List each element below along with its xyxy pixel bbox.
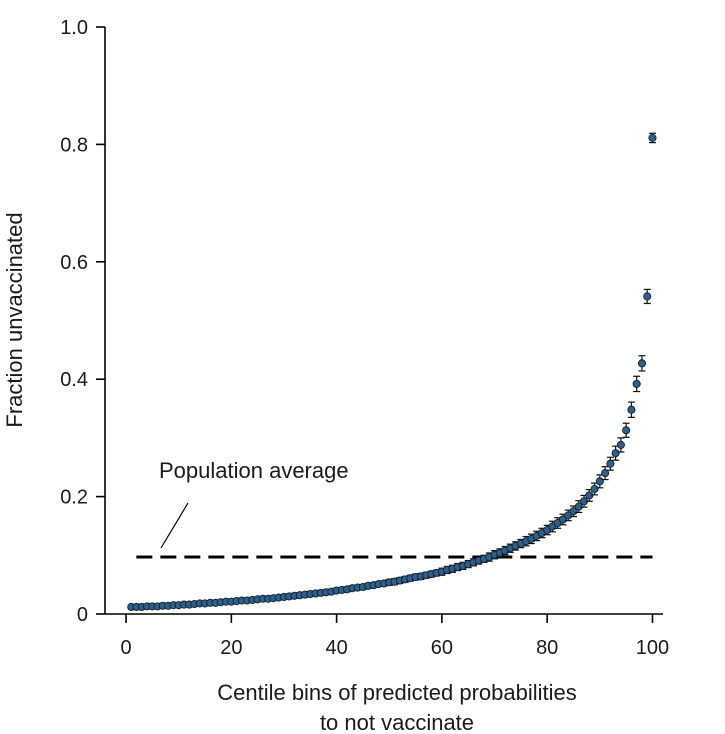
population-average-leader-line — [160, 502, 189, 549]
data-point — [616, 437, 625, 453]
data-marker — [564, 511, 573, 520]
y-tick-label: 0.4 — [60, 369, 88, 391]
data-point — [611, 445, 620, 461]
x-tick-label: 60 — [431, 637, 453, 659]
x-tick-label: 100 — [636, 637, 669, 659]
data-marker — [627, 405, 636, 414]
x-axis-title-line-2: to not vaccinate — [320, 710, 474, 734]
data-marker — [643, 292, 652, 301]
y-tick-label: 0.2 — [60, 487, 88, 509]
y-tick-label: 1.0 — [60, 17, 88, 39]
data-point — [648, 132, 657, 144]
data-points — [127, 132, 657, 612]
population-average-group: Population average — [136, 458, 653, 559]
data-point — [622, 422, 631, 438]
data-point — [643, 288, 652, 305]
data-point — [601, 466, 610, 481]
x-tick-label: 40 — [325, 637, 347, 659]
data-point — [627, 401, 636, 418]
data-marker — [611, 449, 620, 458]
data-marker — [590, 484, 599, 494]
y-axis-title: Fraction unvaccinated — [2, 212, 27, 427]
data-point — [606, 456, 615, 471]
x-tick-label: 20 — [220, 637, 242, 659]
data-point — [590, 482, 599, 496]
data-marker — [606, 459, 615, 468]
data-point — [595, 474, 604, 489]
data-point — [564, 509, 573, 522]
population-average-label: Population average — [159, 458, 349, 483]
data-marker — [595, 477, 604, 486]
data-marker — [648, 133, 657, 142]
data-marker — [622, 426, 631, 435]
data-point — [632, 375, 641, 393]
data-point — [569, 505, 578, 518]
x-tick-label: 80 — [536, 637, 558, 659]
data-marker — [569, 507, 578, 516]
data-marker — [632, 379, 641, 388]
data-point — [637, 355, 646, 372]
data-marker — [616, 440, 625, 449]
y-tick-label: 0 — [77, 604, 88, 626]
y-tick-label: 0.6 — [60, 252, 88, 274]
data-marker — [601, 469, 610, 478]
x-tick-label: 0 — [120, 637, 131, 659]
y-tick-label: 0.8 — [60, 134, 88, 156]
axes — [104, 27, 663, 615]
data-marker — [558, 515, 568, 524]
y-ticks: 0 0.2 0.4 0.6 0.8 1.0 — [60, 17, 105, 626]
x-axis-title-line-1: Centile bins of predicted probabilities — [217, 680, 577, 705]
x-ticks: 0 20 40 60 80 100 — [120, 614, 669, 659]
data-marker — [637, 359, 646, 368]
